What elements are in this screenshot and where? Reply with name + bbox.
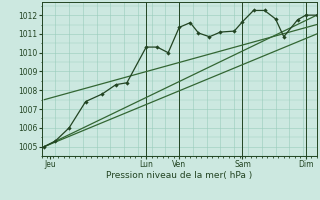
X-axis label: Pression niveau de la mer( hPa ): Pression niveau de la mer( hPa ) [106, 171, 252, 180]
